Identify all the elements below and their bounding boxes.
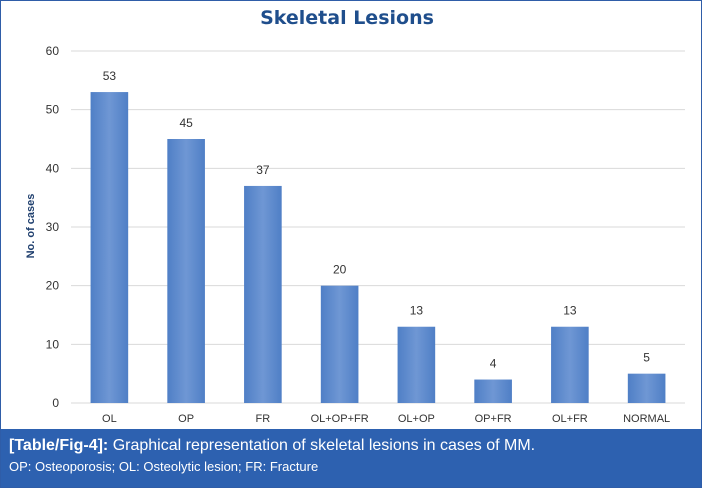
- y-tick-label: 0: [52, 396, 59, 410]
- data-label: 4: [490, 357, 497, 371]
- bar-fr: [244, 185, 282, 403]
- y-tick-label: 50: [46, 103, 60, 117]
- gridlines: [71, 50, 685, 404]
- data-label: 37: [256, 163, 270, 177]
- bar-ol-op-fr: [320, 285, 359, 403]
- y-tick-label: 20: [46, 279, 60, 293]
- x-tick-label: OL: [102, 413, 117, 425]
- caption-tag: [Table/Fig-4]:: [9, 437, 109, 454]
- data-label: 13: [563, 304, 577, 318]
- bar-ol: [90, 92, 129, 404]
- bar-normal: [627, 373, 666, 403]
- x-tick-label: OL+OP: [398, 413, 435, 425]
- x-axis-ticks: OL OP FR OL+OP+FR OL+OP OP+FR OL+FR NORMAL: [102, 413, 670, 425]
- data-label: 53: [103, 69, 117, 83]
- bars: [90, 92, 666, 404]
- x-tick-label: OL+OP+FR: [311, 413, 369, 425]
- x-tick-label: OP+FR: [475, 413, 512, 425]
- x-tick-label: OL+FR: [552, 413, 588, 425]
- x-tick-label: OP: [178, 413, 194, 425]
- figure-caption: [Table/Fig-4]: Graphical representation …: [1, 429, 701, 487]
- data-labels: 53 45 37 20 13 4 13 5: [103, 69, 651, 370]
- x-tick-label: NORMAL: [623, 413, 670, 425]
- bar-ol-op: [397, 326, 436, 403]
- bar-ol-fr: [551, 326, 589, 403]
- data-label: 45: [179, 116, 193, 130]
- data-label: 13: [410, 304, 424, 318]
- data-label: 5: [643, 351, 650, 365]
- x-tick-label: FR: [256, 413, 271, 425]
- bar-chart: Skeletal Lesions No. of cases 0 10 20 30 40 5…: [25, 7, 685, 425]
- caption-abbreviations: OP: Osteoporosis; OL: Osteolytic lesion;…: [9, 459, 319, 474]
- y-axis-title: No. of cases: [25, 194, 37, 259]
- bar-op-fr: [474, 379, 512, 403]
- y-tick-label: 10: [46, 337, 60, 351]
- bar-op: [167, 139, 205, 403]
- chart-title: Skeletal Lesions: [260, 7, 434, 29]
- y-axis-ticks: 0 10 20 30 40 50 60: [46, 44, 60, 410]
- y-tick-label: 40: [46, 161, 60, 175]
- y-tick-label: 60: [46, 44, 60, 58]
- caption-text: Graphical representation of skeletal les…: [108, 437, 536, 454]
- y-tick-label: 30: [46, 220, 60, 234]
- caption-title-line: [Table/Fig-4]: Graphical representation …: [9, 435, 693, 457]
- data-label: 20: [333, 263, 347, 277]
